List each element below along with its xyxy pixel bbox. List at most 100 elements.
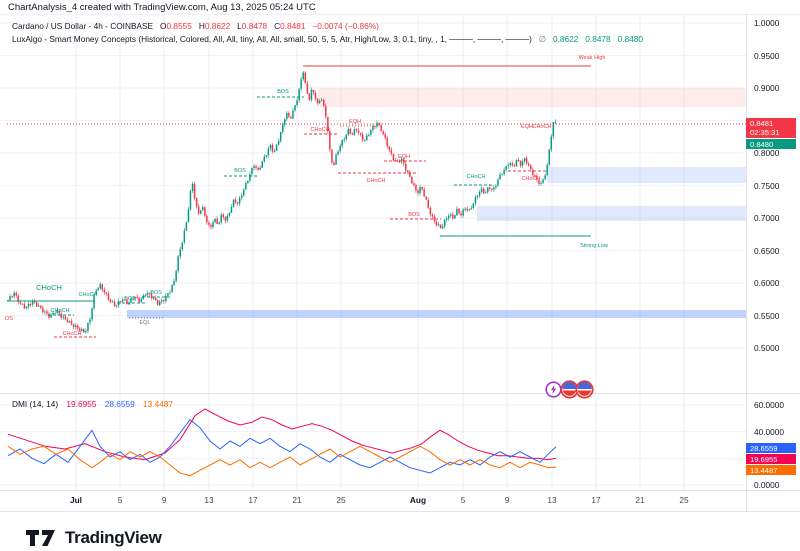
candle-body <box>286 113 288 120</box>
candle-body <box>544 175 546 180</box>
ohlc-high-label: H <box>198 21 205 31</box>
candle-body <box>132 298 134 300</box>
candle-body <box>130 298 132 303</box>
indicator-title[interactable]: LuxAlgo - Smart Money Concepts (Historic… <box>12 34 532 44</box>
candle-body <box>169 292 171 294</box>
candle-body <box>366 135 368 141</box>
candle-body <box>357 130 360 133</box>
symbol-description[interactable]: Cardano / US Dollar - 4h - COINBASE <box>12 21 154 31</box>
candle-body <box>177 256 179 271</box>
candle-body <box>70 321 73 325</box>
candle-body <box>327 116 329 132</box>
candle-body <box>222 214 224 218</box>
candle-body <box>230 206 233 213</box>
ohlc-close-value: 0.8481 <box>280 21 306 31</box>
candle-body <box>236 202 239 204</box>
ohlc-low-label: L <box>237 21 242 31</box>
candle-body <box>9 296 11 300</box>
candle-body <box>273 150 276 152</box>
candle-body <box>462 209 464 216</box>
candle-body <box>214 218 216 223</box>
price-tick-1.0000: 1.0000 <box>754 18 780 28</box>
time-axis-divider <box>0 490 800 491</box>
candle-body <box>277 141 280 145</box>
candle-body <box>97 288 99 291</box>
bar-countdown: 02:35:31 <box>750 128 780 137</box>
candle-body <box>534 175 536 177</box>
candle-body <box>261 161 263 168</box>
candle-body <box>124 299 126 301</box>
candle-body <box>380 125 382 132</box>
time-tick-21: 21 <box>635 495 645 505</box>
candle-body <box>509 163 511 166</box>
structure-label-bos: BOS <box>124 296 136 302</box>
candle-body <box>443 219 446 227</box>
dmi-minus-di-badge-value: 13.4487 <box>750 465 778 475</box>
candle-body <box>54 312 56 314</box>
dmi-legend: DMI (14, 14) 19.6955 28.6559 13.4487 <box>12 399 173 409</box>
candle-body <box>294 105 296 111</box>
candle-body <box>85 331 87 333</box>
candle-body <box>452 214 454 219</box>
candle-body <box>530 165 532 170</box>
dmi-title[interactable]: DMI (14, 14) <box>12 399 59 409</box>
structure-label-choch: CHoCH <box>311 127 330 133</box>
tradingview-logo[interactable]: TradingView <box>25 528 162 548</box>
candle-body <box>302 72 304 80</box>
pane-divider[interactable] <box>0 393 800 394</box>
candle-body <box>384 134 386 139</box>
candle-body <box>355 129 358 131</box>
candle-body <box>27 304 30 307</box>
chart-stickers[interactable] <box>545 380 594 399</box>
candle-body <box>519 160 522 166</box>
candle-body <box>454 215 456 219</box>
candle-body <box>308 93 311 100</box>
header-divider <box>0 14 800 15</box>
candle-body <box>489 187 491 189</box>
candle-body <box>109 299 112 303</box>
indicator-price-badge: 0.8480 <box>746 139 796 149</box>
candle-body <box>87 322 89 331</box>
candle-body <box>226 215 229 221</box>
candle-body <box>247 180 249 184</box>
candle-body <box>197 206 200 214</box>
candle-body <box>390 149 393 154</box>
candle-body <box>458 208 460 214</box>
order-block-mid <box>477 206 746 221</box>
dmi-plus-di-value: 28.6559 <box>104 399 135 409</box>
candle-body <box>165 295 167 302</box>
candle-body <box>136 296 138 298</box>
page-title: ChartAnalysis_4 created with TradingView… <box>8 2 316 13</box>
candle-body <box>497 179 499 186</box>
price-tick-0.6000: 0.6000 <box>754 278 780 288</box>
candle-body <box>292 110 294 119</box>
candle-body <box>548 149 550 165</box>
candle-body <box>374 126 376 127</box>
dmi-minus-di-value: 13.4487 <box>143 399 174 409</box>
candle-body <box>347 129 350 135</box>
candle-body <box>68 321 71 323</box>
candle-body <box>36 302 38 307</box>
candle-body <box>105 292 108 294</box>
round-sticker-icon-2[interactable] <box>575 380 594 399</box>
candle-body <box>474 197 477 204</box>
candle-body <box>269 145 272 149</box>
candle-body <box>111 301 114 303</box>
dmi-adx-badge-value: 19.6955 <box>750 454 778 464</box>
candle-body <box>325 105 327 117</box>
structure-label-choch: CHoCH <box>63 331 82 337</box>
candle-body <box>81 329 83 331</box>
candle-body <box>491 188 493 190</box>
candle-body <box>407 170 409 173</box>
candle-body <box>296 100 298 106</box>
candle-body <box>484 192 487 194</box>
candle-body <box>115 305 118 307</box>
candle-body <box>364 140 366 142</box>
candle-body <box>386 138 388 147</box>
candle-body <box>171 285 173 293</box>
candle-body <box>402 158 405 164</box>
candle-body <box>528 163 530 166</box>
price-tick-0.7000: 0.7000 <box>754 213 780 223</box>
candle-body <box>339 145 341 152</box>
